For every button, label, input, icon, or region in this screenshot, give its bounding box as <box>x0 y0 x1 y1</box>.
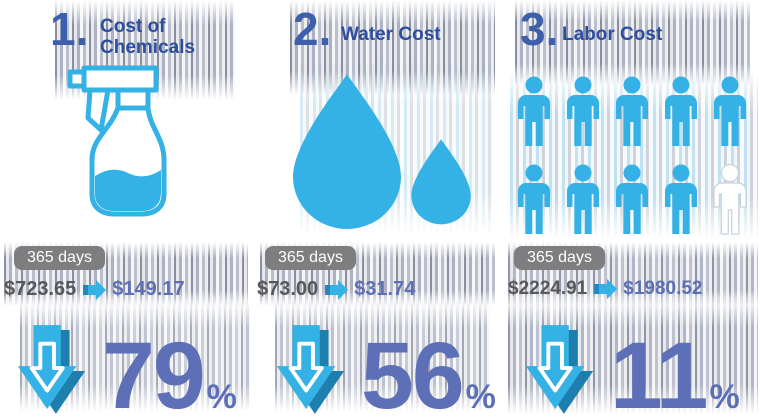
down-arrow-icon <box>276 325 345 414</box>
people-icon <box>518 76 747 235</box>
savings-result: 56 % <box>273 304 496 420</box>
savings-result: 79 % <box>14 304 237 420</box>
duration-badge: 365 days <box>514 246 605 270</box>
column-water-cost: 2. Water Cost 365 days $73.00 $31.74 56 <box>253 0 506 420</box>
price-comparison: $73.00 $31.74 <box>257 278 505 301</box>
right-arrow-icon <box>325 279 349 300</box>
section-title: Labor Cost <box>562 24 663 45</box>
price-after: $149.17 <box>112 278 185 300</box>
down-arrow-icon <box>17 325 86 414</box>
water-drops-icon <box>293 74 471 229</box>
price-before: $73.00 <box>257 278 319 300</box>
price-before: $2224.91 <box>508 278 588 299</box>
column-cost-of-chemicals: 1. Cost of Chemicals 365 days $723.65 $1… <box>0 0 253 420</box>
spray-bottle-icon <box>67 65 167 217</box>
percent-sign: % <box>206 378 237 416</box>
section-title: Cost of Chemicals <box>100 16 196 59</box>
duration-badge: 365 days <box>14 246 105 270</box>
right-arrow-icon <box>594 279 618 299</box>
percent-sign: % <box>709 378 740 416</box>
price-before: $723.65 <box>4 278 77 300</box>
down-arrow-icon <box>525 325 594 414</box>
section-number: 1. <box>50 3 89 55</box>
price-after: $1980.52 <box>623 278 703 299</box>
section-number: 3. <box>520 3 559 55</box>
right-arrow-icon <box>83 279 107 300</box>
percent-sign: % <box>465 378 496 416</box>
price-comparison: $2224.91 $1980.52 <box>508 278 756 300</box>
section-title: Water Cost <box>341 24 441 45</box>
savings-percent: 56 <box>361 323 465 420</box>
price-after: $31.74 <box>354 278 416 300</box>
column-labor-cost: 3. Labor Cost 365 days $2224.91 <box>506 0 759 420</box>
price-comparison: $723.65 $149.17 <box>4 278 252 301</box>
savings-result: 11 % <box>522 304 740 420</box>
duration-badge: 365 days <box>265 246 356 270</box>
section-number: 2. <box>293 3 332 55</box>
savings-percent: 79 <box>102 323 206 420</box>
savings-percent: 11 <box>610 323 708 420</box>
